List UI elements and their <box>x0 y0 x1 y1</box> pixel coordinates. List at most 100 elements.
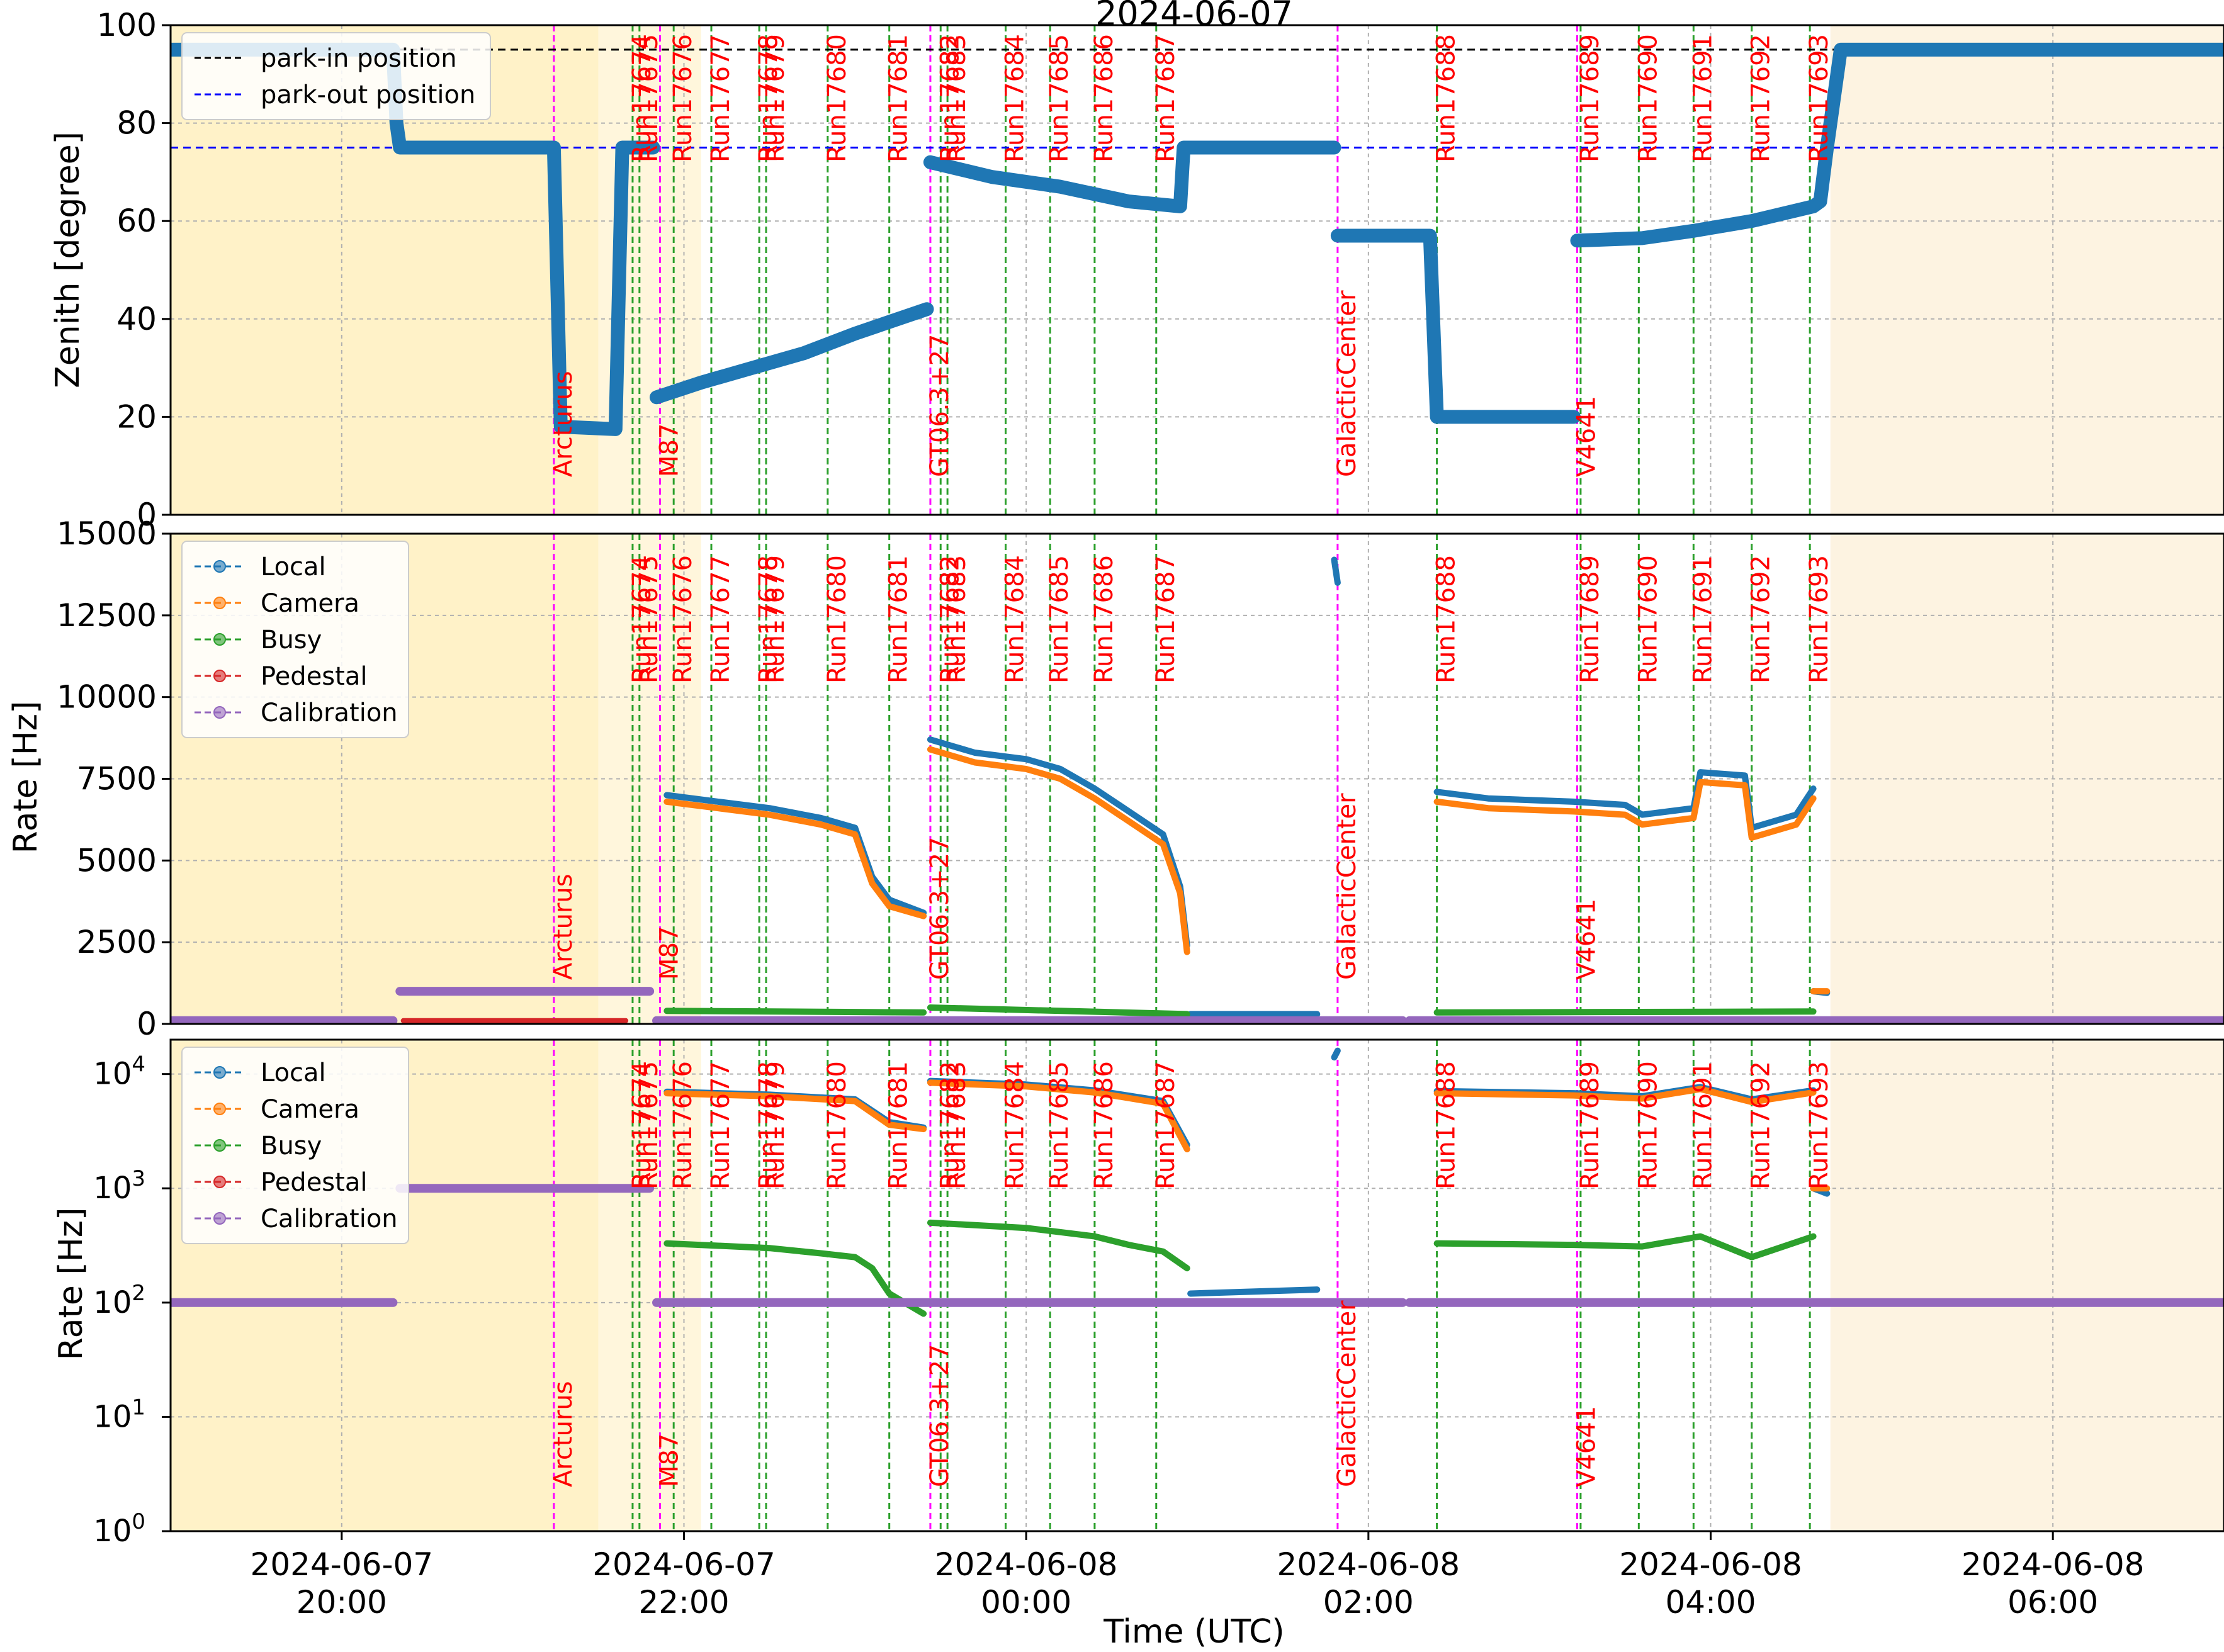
run-label: Run17683 <box>942 1061 971 1189</box>
source-label: V4641 <box>1572 396 1601 477</box>
source-label: GT06.3+27 <box>925 334 954 477</box>
run-label: Run17675 <box>635 34 663 162</box>
y-tick-label: 12500 <box>57 597 157 634</box>
legend-label: Camera <box>261 1095 359 1124</box>
x-tick-label-time: 06:00 <box>2007 1584 2098 1621</box>
legend-label: Busy <box>261 626 322 655</box>
source-label: GalacticCenter <box>1333 290 1362 477</box>
zenith-trace <box>930 148 1335 206</box>
legend-swatch-marker <box>214 1067 225 1078</box>
y-tick-label: 15000 <box>57 515 157 552</box>
panel-rate-linear: 0250050007500100001250015000Run17674Run1… <box>57 515 2224 1042</box>
run-label: Run17681 <box>884 1061 913 1189</box>
source-label: Arcturus <box>549 371 578 477</box>
run-label: Run17690 <box>1634 1061 1662 1189</box>
series-line-busy <box>1437 1011 1814 1013</box>
x-axis-label: Time (UTC) <box>1103 1613 1284 1649</box>
source-label: GalacticCenter <box>1333 793 1362 980</box>
zenith-trace <box>1338 236 1574 417</box>
run-label: Run17686 <box>1090 1061 1119 1189</box>
run-label: Run17676 <box>669 34 697 162</box>
y-tick-label: 104 <box>93 1052 145 1092</box>
series-line-camera <box>930 750 1187 952</box>
legend-label: Busy <box>261 1132 322 1160</box>
run-label: Run17680 <box>823 1061 852 1189</box>
legend-swatch-marker <box>214 670 225 682</box>
y-tick-label: 40 <box>116 301 157 337</box>
legend-label: Pedestal <box>261 1168 367 1197</box>
run-label: Run17686 <box>1090 555 1119 683</box>
y-tick-label: 100 <box>93 1509 145 1549</box>
source-label: M87 <box>655 424 684 477</box>
y-tick-label: 60 <box>116 203 157 239</box>
run-label: Run17677 <box>706 34 735 162</box>
source-label: GalacticCenter <box>1333 1300 1362 1487</box>
run-label: Run17679 <box>761 555 790 683</box>
run-label: Run17684 <box>1001 555 1030 683</box>
series-line-local <box>1190 1290 1317 1293</box>
source-label: M87 <box>655 1434 684 1487</box>
legend-label: Local <box>261 1059 326 1087</box>
run-label: Run17680 <box>823 555 852 683</box>
legend-swatch-marker <box>214 597 225 609</box>
run-label: Run17690 <box>1634 555 1662 683</box>
series-line-local <box>1437 772 1814 828</box>
run-label: Run17691 <box>1688 555 1717 683</box>
run-label: Run17687 <box>1151 555 1180 683</box>
shading-band <box>1831 25 2224 515</box>
run-label: Run17681 <box>884 555 913 683</box>
legend-swatch-marker <box>214 1140 225 1151</box>
series-line-busy <box>1437 1237 1814 1257</box>
y-tick-label: 102 <box>93 1281 145 1320</box>
y-tick-label: 2500 <box>77 924 157 960</box>
series-line-busy <box>667 1011 923 1013</box>
x-tick-label-date: 2024-06-08 <box>935 1546 1118 1583</box>
legend-label: park-out position <box>261 81 475 110</box>
run-label: Run17691 <box>1688 1061 1717 1189</box>
legend-swatch-marker <box>214 634 225 645</box>
legend-swatch-marker <box>214 1176 225 1188</box>
x-tick-label-time: 02:00 <box>1323 1584 1414 1621</box>
x-tick-label-time: 00:00 <box>981 1584 1071 1621</box>
run-label: Run17676 <box>669 1061 697 1189</box>
run-label: Run17689 <box>1576 34 1605 162</box>
run-label: Run17688 <box>1432 555 1461 683</box>
x-tick-label-time: 22:00 <box>638 1584 729 1621</box>
run-label: Run17677 <box>706 1061 735 1189</box>
rate-linear-axis-label: Rate [Hz] <box>7 701 45 854</box>
run-label: Run17691 <box>1688 34 1717 162</box>
run-label: Run17687 <box>1151 1061 1180 1189</box>
run-label: Run17693 <box>1805 34 1834 162</box>
series-line-busy <box>930 1008 1187 1014</box>
source-label: V4641 <box>1572 899 1601 980</box>
x-tick-label-date: 2024-06-08 <box>1277 1546 1460 1583</box>
run-label: Run17677 <box>706 555 735 683</box>
legend-label: Calibration <box>261 699 398 728</box>
run-label: Run17683 <box>942 555 971 683</box>
x-tick-label-time: 20:00 <box>296 1584 387 1621</box>
run-label: Run17690 <box>1634 34 1662 162</box>
legend-label: Calibration <box>261 1205 398 1233</box>
series-line-camera <box>667 802 923 916</box>
run-label: Run17676 <box>669 555 697 683</box>
run-label: Run17681 <box>884 34 913 162</box>
legend-label: Camera <box>261 589 359 618</box>
run-label: Run17689 <box>1576 1061 1605 1189</box>
run-label: Run17680 <box>823 34 852 162</box>
y-tick-label: 100 <box>97 7 157 43</box>
source-label: GT06.3+27 <box>925 1344 954 1487</box>
run-label: Run17675 <box>635 555 663 683</box>
y-tick-label: 10000 <box>57 679 157 716</box>
chart-title: 2024-06-07 <box>1095 0 1293 33</box>
source-label: V4641 <box>1572 1406 1601 1487</box>
series-line-local <box>930 739 1187 945</box>
x-tick-label-time: 04:00 <box>1665 1584 1756 1621</box>
x-tick-label-date: 2024-06-07 <box>592 1546 776 1583</box>
y-tick-label: 0 <box>137 1006 157 1042</box>
run-label: Run17689 <box>1576 555 1605 683</box>
series-line-busy <box>930 1223 1187 1268</box>
